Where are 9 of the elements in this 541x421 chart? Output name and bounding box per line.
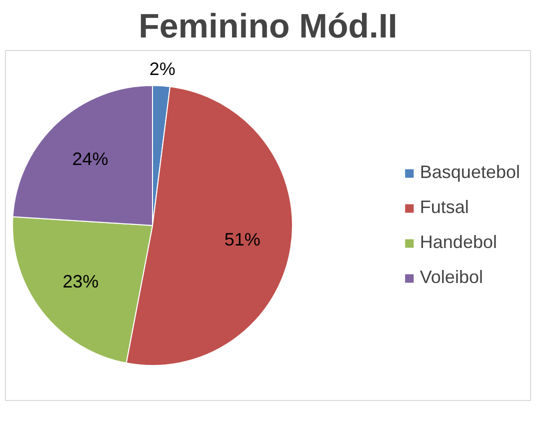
data-label: 51% <box>224 230 260 250</box>
data-label: 2% <box>149 59 176 80</box>
data-label: 24% <box>72 149 108 170</box>
legend-label: Handebol <box>420 232 497 253</box>
legend-label: Basquetebol <box>420 162 520 183</box>
legend-label: Futsal <box>420 197 469 218</box>
chart-title: Feminino Mód.II <box>138 8 398 46</box>
data-label: 23% <box>62 271 99 292</box>
legend-label: Voleibol <box>420 267 483 288</box>
